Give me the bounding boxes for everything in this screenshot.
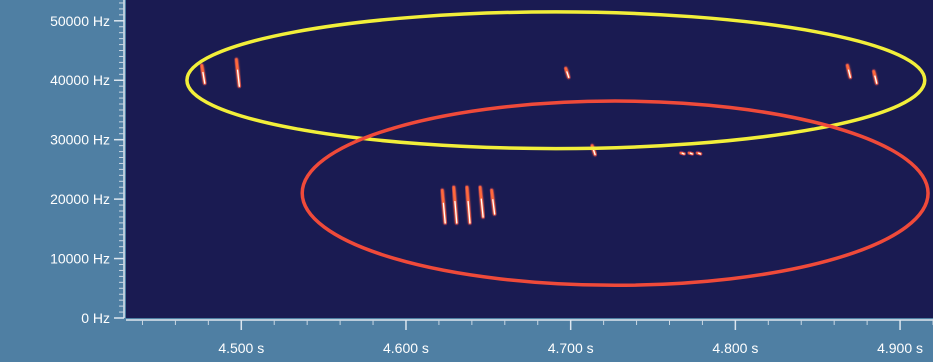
call-mark-core [847,69,852,78]
call-mark-core [480,198,484,218]
call-marks [199,57,879,225]
x-axis-panel [0,318,933,362]
call-mark-core [681,152,685,155]
y-tick-label: 40000 Hz [50,72,110,88]
y-tick-label: 50000 Hz [50,13,110,29]
x-axis: 4.500 s 4.600 s 4.700 s 4.800 s 4.900 s [126,319,933,356]
call-mark-core [566,71,570,78]
y-tick-label: 30000 Hz [50,132,110,148]
call-mark-core [874,75,878,84]
call-mark-core [592,148,596,156]
x-tick-label: 4.600 s [383,340,429,356]
annotation-ellipses [185,10,930,288]
plot-area [126,0,933,318]
call-mark-core [236,69,240,87]
call-mark-core [454,200,458,224]
yellow-ellipse [185,10,927,151]
call-mark-core [442,202,446,224]
y-axis-panel [0,0,126,362]
x-tick-label: 4.800 s [712,340,758,356]
call-mark-core [467,200,471,224]
y-tick-label: 20000 Hz [50,191,110,207]
y-axis: 0 Hz 10000 Hz 20000 Hz 30000 Hz 40000 Hz 5000… [50,0,125,326]
call-mark-core [202,71,206,84]
x-tick-label: 4.700 s [548,340,594,356]
call-mark-core [698,152,702,155]
call-mark-core [689,152,693,155]
y-tick-label: 0 Hz [81,310,110,326]
x-tick-label: 4.500 s [218,340,264,356]
call-mark-core [492,199,496,215]
red-ellipse [300,99,930,288]
x-tick-label: 4.900 s [877,340,923,356]
y-tick-label: 10000 Hz [50,251,110,267]
